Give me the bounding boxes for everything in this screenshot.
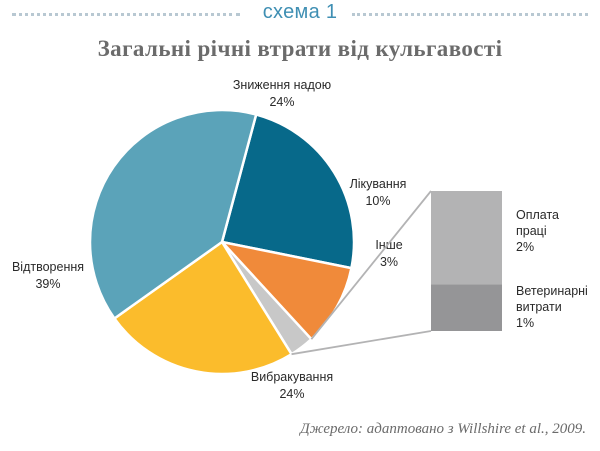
pie-slice-4: [113, 240, 293, 376]
chart-title: Загальні річні втрати від кульгавості: [97, 36, 503, 61]
breakdown-value-1: 2%: [516, 240, 534, 254]
slice-value-3: 3%: [380, 255, 398, 269]
slice-value-4: 24%: [279, 387, 304, 401]
slice-value-5: 39%: [35, 277, 60, 291]
breakdown-segment-1: [431, 191, 502, 285]
pie-slice-1: [220, 113, 356, 270]
connector-line-top: [310, 190, 432, 340]
breakdown-segment-2: [431, 284, 502, 331]
connector-line-bottom: [291, 330, 432, 356]
slice-value-2: 10%: [365, 194, 390, 208]
header-dotted-rule-right: [352, 13, 588, 16]
scheme-label: схема 1: [262, 1, 338, 23]
slice-label-4: Вибракування: [251, 370, 333, 384]
breakdown-label-1-line-1: Оплата: [516, 208, 559, 222]
header-dotted-rule-left: [12, 13, 240, 16]
breakdown-value-2: 1%: [516, 316, 534, 330]
breakdown-label-2-line-1: Ветеринарні: [516, 284, 588, 298]
slice-label-3: Інше: [375, 238, 402, 252]
chart-header: схема 1: [0, 0, 600, 28]
slice-value-1: 24%: [269, 95, 294, 109]
source-note: Джерело: адаптовано з Willshire et al., …: [300, 421, 586, 437]
breakdown-label-1-line-2: праці: [516, 224, 547, 238]
slice-label-1: Зниження надою: [233, 78, 331, 92]
slice-label-5: Відтворення: [12, 260, 84, 274]
slice-label-2: Лікування: [350, 177, 407, 191]
breakdown-label-2-line-2: витрати: [516, 300, 562, 314]
pie-slice-5: [88, 108, 258, 320]
